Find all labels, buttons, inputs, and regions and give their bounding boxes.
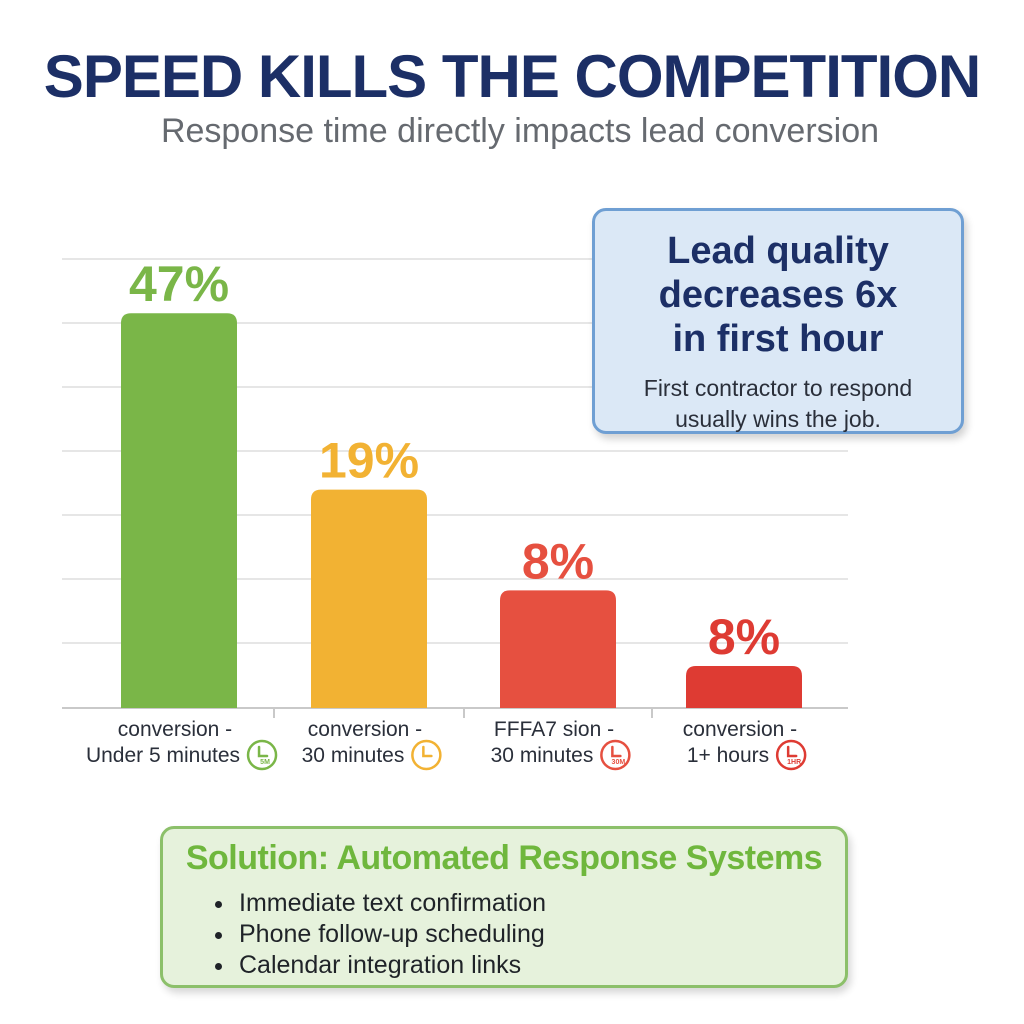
bar <box>121 313 237 708</box>
callout-body-line: First contractor to respond <box>643 375 913 401</box>
lead-quality-callout: Lead quality decreases 6x in first hour … <box>592 208 964 434</box>
category-label: 30 minutes <box>491 744 594 767</box>
bar-value-label: 8% <box>522 533 594 589</box>
callout-heading-line: Lead quality <box>667 230 889 272</box>
solution-item: Immediate text confirmation <box>213 888 845 919</box>
solution-panel: Solution: Automated Response Systems Imm… <box>160 826 848 988</box>
bar-value-label: 47% <box>129 256 229 312</box>
category-label: conversion - <box>683 718 797 741</box>
callout-body-line: usually wins the job. <box>675 406 881 432</box>
clock-icon-label: 5M <box>260 759 270 766</box>
bar-value-label: 8% <box>708 609 780 665</box>
solution-item: Phone follow-up scheduling <box>213 919 845 950</box>
category-label: 30 minutes <box>302 744 405 767</box>
bar <box>311 489 427 708</box>
category-label: conversion - <box>118 718 232 741</box>
category-label: 1+ hours <box>687 744 769 767</box>
solution-list: Immediate text confirmation Phone follow… <box>163 888 845 981</box>
chart-bars <box>121 313 802 708</box>
clock-icon-label: 30M <box>612 759 626 766</box>
bar <box>686 666 802 708</box>
callout-heading-line: decreases 6x <box>658 274 898 316</box>
callout-heading-line: in first hour <box>672 318 884 360</box>
clock-icon-label: 1HR <box>787 759 801 766</box>
bar <box>500 590 616 708</box>
solution-heading: Solution: Automated Response Systems <box>185 839 823 877</box>
chart-labels: 47% conversion - Under 5 minutes 5M 19% conve… <box>86 256 807 771</box>
page-subtitle: Response time directly impacts lead conv… <box>160 112 880 150</box>
clock-icon <box>411 739 442 771</box>
solution-item: Calendar integration links <box>213 950 845 981</box>
bar-value-label: 19% <box>319 433 419 489</box>
category-label: conversion - <box>308 718 422 741</box>
page-title: SPEED KILLS THE COMPETITION <box>43 43 981 110</box>
callout-heading: Lead quality decreases 6x in first hour <box>595 229 961 361</box>
clock-icon: 1HR <box>775 739 807 771</box>
clock-icon: 30M <box>600 739 631 771</box>
category-label: Under 5 minutes <box>86 744 240 767</box>
clock-icon: 5M <box>246 739 278 771</box>
category-label: FFFA7 sion - <box>494 718 614 741</box>
callout-body: First contractor to respond usually wins… <box>595 373 961 435</box>
